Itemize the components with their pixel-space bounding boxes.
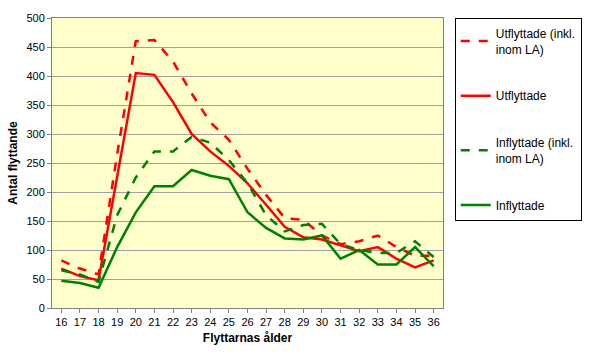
svg-text:16: 16 [55,316,67,328]
svg-text:Inflyttade: Inflyttade [496,199,545,213]
svg-text:100: 100 [26,244,44,256]
svg-text:28: 28 [279,316,291,328]
svg-text:Inflyttade (inkl.inom LA): Inflyttade (inkl.inom LA) [496,136,573,166]
svg-text:31: 31 [334,316,346,328]
svg-text:30: 30 [316,316,328,328]
svg-text:35: 35 [409,316,421,328]
svg-text:23: 23 [186,316,198,328]
svg-text:0: 0 [39,302,45,314]
svg-text:150: 150 [26,215,44,227]
svg-text:300: 300 [26,128,44,140]
svg-text:Antal flyttande: Antal flyttande [6,121,20,205]
svg-text:25: 25 [223,316,235,328]
svg-text:33: 33 [372,316,384,328]
svg-text:500: 500 [26,12,44,24]
svg-text:20: 20 [130,316,142,328]
svg-text:Utflyttade: Utflyttade [496,89,547,103]
svg-text:22: 22 [167,316,179,328]
svg-text:400: 400 [26,70,44,82]
svg-text:34: 34 [390,316,402,328]
svg-text:50: 50 [33,273,45,285]
svg-text:27: 27 [260,316,272,328]
svg-text:200: 200 [26,186,44,198]
svg-text:Utflyttade (inkl.inom LA): Utflyttade (inkl.inom LA) [496,27,575,57]
svg-text:19: 19 [111,316,123,328]
svg-text:36: 36 [428,316,440,328]
svg-text:350: 350 [26,99,44,111]
svg-text:18: 18 [92,316,104,328]
svg-text:450: 450 [26,41,44,53]
svg-text:24: 24 [204,316,216,328]
svg-text:32: 32 [353,316,365,328]
svg-text:17: 17 [74,316,86,328]
svg-text:Flyttarnas ålder: Flyttarnas ålder [203,331,293,345]
svg-text:29: 29 [297,316,309,328]
svg-text:26: 26 [241,316,253,328]
svg-text:21: 21 [148,316,160,328]
svg-text:250: 250 [26,157,44,169]
